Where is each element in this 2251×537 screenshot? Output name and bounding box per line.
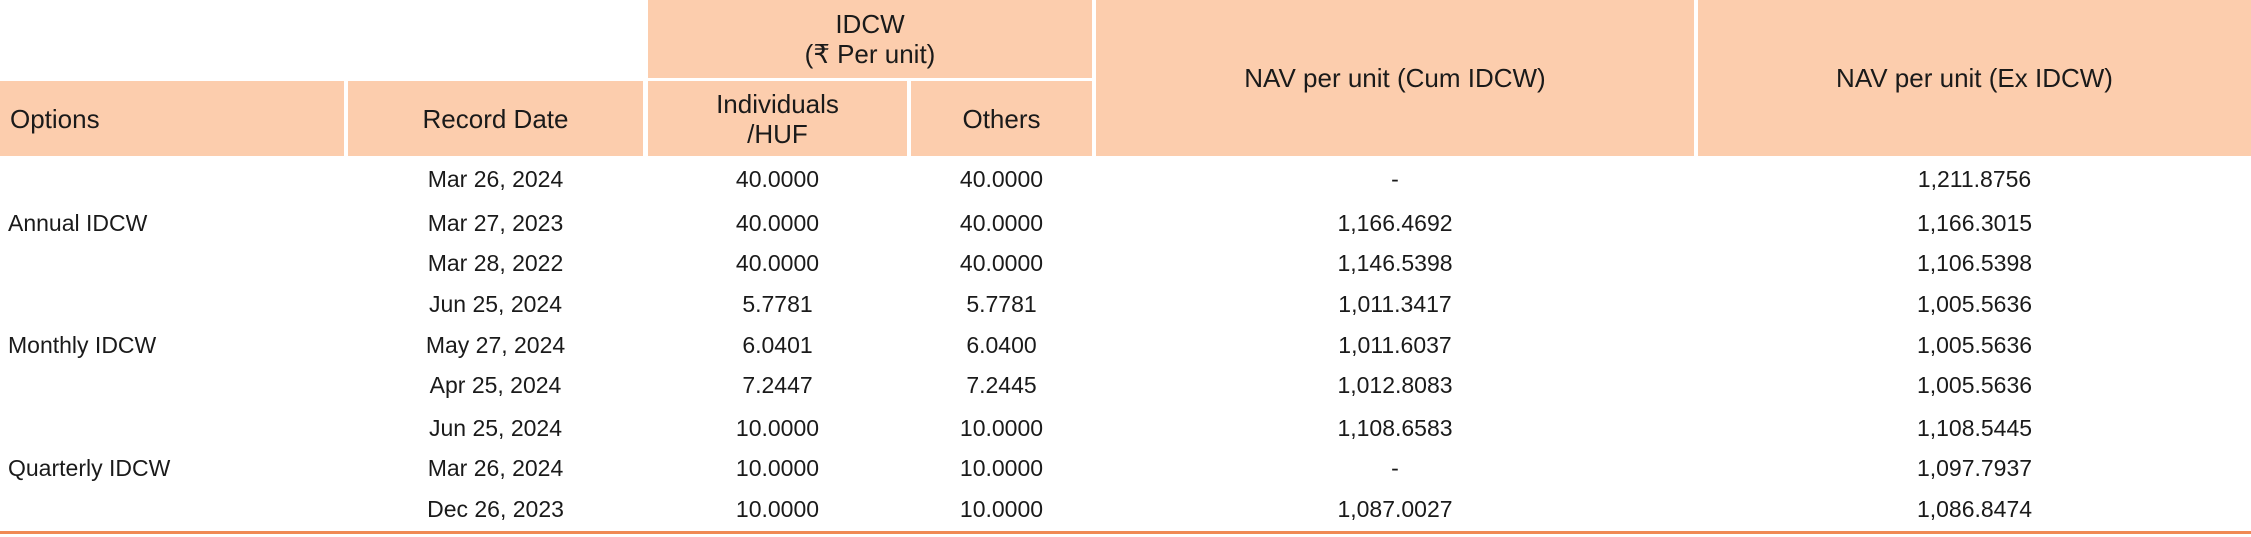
- header-idcw-line2: (₹ Per unit): [804, 39, 936, 69]
- individuals-cell: 10.0000: [735, 415, 820, 441]
- option-annual-idcw: Annual IDCW: [8, 210, 148, 236]
- nav-ex-cell: 1,166.3015: [1916, 210, 2033, 236]
- header-record-date-label: Record Date: [422, 103, 569, 134]
- nav-ex-cell: 1,086.8474: [1916, 496, 2033, 522]
- nav-ex-cell: 1,005.5636: [1916, 332, 2033, 358]
- nav-ex-cell: 1,005.5636: [1916, 372, 2033, 398]
- others-cell: 7.2445: [966, 372, 1037, 398]
- nav-cum-cell: 1,011.3417: [1338, 291, 1452, 317]
- nav-cum-cell: 1,087.0027: [1337, 496, 1453, 522]
- option-quarterly-idcw: Quarterly IDCW: [8, 455, 171, 481]
- table-bottom-rule: [0, 531, 2251, 534]
- individuals-cell: 6.0401: [742, 332, 813, 358]
- nav-cum-cell: -: [1391, 166, 1399, 192]
- individuals-cell: 5.7781: [742, 291, 813, 317]
- individuals-cell: 40.0000: [735, 166, 820, 192]
- others-cell: 10.0000: [959, 455, 1044, 481]
- record-date-cell: Mar 26, 2024: [427, 455, 564, 481]
- nav-ex-cell: 1,211.8756: [1917, 166, 2032, 192]
- nav-cum-cell: 1,166.4692: [1337, 210, 1453, 236]
- option-monthly-idcw: Monthly IDCW: [8, 332, 157, 358]
- others-cell: 40.0000: [959, 250, 1044, 276]
- individuals-cell: 40.0000: [735, 210, 820, 236]
- others-cell: 10.0000: [959, 415, 1044, 441]
- header-nav-ex-label: NAV per unit (Ex IDCW): [1836, 63, 2113, 93]
- record-date-cell: Mar 28, 2022: [427, 250, 564, 276]
- header-idcw: IDCW (₹ Per unit): [648, 0, 1092, 78]
- individuals-cell: 7.2447: [742, 372, 813, 398]
- record-date-cell: Apr 25, 2024: [429, 372, 562, 398]
- nav-cum-cell: -: [1391, 455, 1399, 481]
- record-date-cell: Mar 26, 2024: [427, 166, 564, 192]
- header-options-label: Options: [10, 103, 100, 134]
- individuals-cell: 10.0000: [735, 455, 820, 481]
- record-date-cell: Jun 25, 2024: [428, 291, 562, 317]
- nav-ex-cell: 1,097.7937: [1916, 455, 2033, 481]
- record-date-cell: Mar 27, 2023: [427, 210, 564, 236]
- nav-cum-cell: 1,146.5398: [1337, 250, 1453, 276]
- header-nav-cum-label: NAV per unit (Cum IDCW): [1244, 63, 1546, 93]
- others-cell: 10.0000: [959, 496, 1044, 522]
- nav-ex-cell: 1,005.5636: [1916, 291, 2033, 317]
- header-individuals-line2: /HUF: [747, 118, 808, 149]
- others-cell: 6.0400: [966, 332, 1037, 358]
- header-options: Options: [0, 81, 344, 156]
- others-cell: 40.0000: [959, 210, 1044, 236]
- individuals-cell: 10.0000: [735, 496, 820, 522]
- nav-cum-cell: 1,108.6583: [1337, 415, 1453, 441]
- nav-cum-cell: 1,012.8083: [1337, 372, 1453, 398]
- nav-ex-cell: 1,108.5445: [1916, 415, 2033, 441]
- others-cell: 5.7781: [966, 291, 1037, 317]
- header-individuals: Individuals /HUF: [648, 81, 907, 156]
- record-date-cell: May 27, 2024: [425, 332, 566, 358]
- header-nav-ex: NAV per unit (Ex IDCW): [1698, 0, 2251, 156]
- header-record-date: Record Date: [348, 81, 643, 156]
- record-date-cell: Jun 25, 2024: [428, 415, 562, 441]
- record-date-cell: Dec 26, 2023: [427, 496, 564, 522]
- header-idcw-line1: IDCW: [835, 9, 905, 39]
- header-others-label: Others: [962, 103, 1041, 134]
- header-nav-cum: NAV per unit (Cum IDCW): [1096, 0, 1694, 156]
- nav-cum-cell: 1,011.6037: [1338, 332, 1452, 358]
- others-cell: 40.0000: [959, 166, 1044, 192]
- header-others: Others: [911, 81, 1092, 156]
- individuals-cell: 40.0000: [735, 250, 820, 276]
- nav-ex-cell: 1,106.5398: [1916, 250, 2033, 276]
- header-individuals-line1: Individuals: [716, 88, 839, 119]
